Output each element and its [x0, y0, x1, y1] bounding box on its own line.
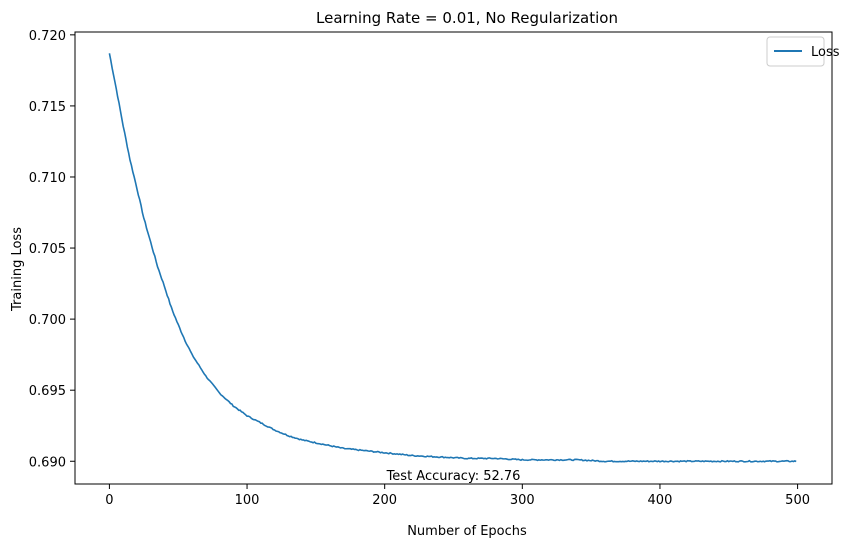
y-tick-label: 0.720: [29, 29, 66, 44]
y-tick-label: 0.695: [29, 384, 66, 399]
x-axis: 0 100 200 300 400 500: [105, 484, 810, 508]
x-tick-label: 300: [510, 493, 535, 508]
legend-entry-loss: Loss: [811, 45, 840, 60]
x-tick-label: 400: [648, 493, 673, 508]
plot-area: [74, 31, 833, 485]
legend: Loss: [766, 36, 840, 67]
x-tick-label: 0: [105, 493, 113, 508]
y-tick-label: 0.690: [29, 455, 66, 470]
y-axis: 0.690 0.695 0.700 0.705 0.710 0.715 0.720: [29, 29, 75, 470]
x-tick-label: 500: [785, 493, 810, 508]
plot-frame: [74, 31, 833, 485]
x-axis-label: Number of Epochs: [407, 524, 527, 539]
test-accuracy-annotation: Test Accuracy: 52.76: [386, 469, 521, 484]
x-tick-label: 200: [372, 493, 397, 508]
series-line-loss: [108, 53, 797, 463]
x-tick-label: 100: [235, 493, 260, 508]
chart-title: Learning Rate = 0.01, No Regularization: [316, 9, 618, 27]
y-tick-label: 0.710: [29, 171, 66, 186]
y-tick-label: 0.705: [29, 242, 66, 257]
y-tick-label: 0.715: [29, 100, 66, 115]
y-tick-label: 0.700: [29, 313, 66, 328]
y-axis-label: Training Loss: [10, 227, 25, 312]
